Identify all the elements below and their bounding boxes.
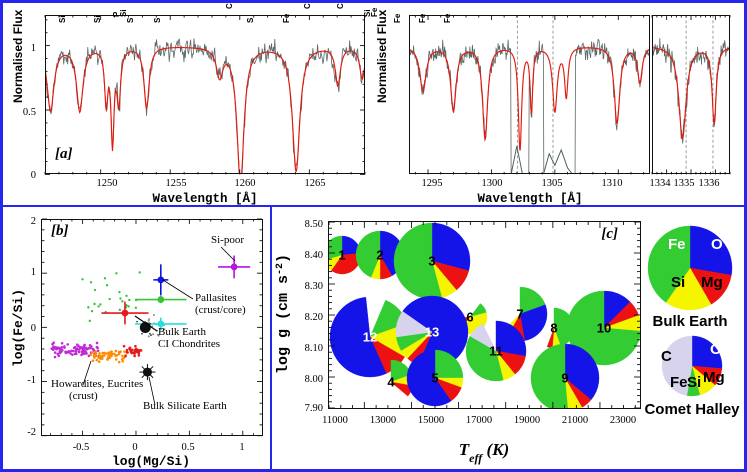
svg-text:O: O — [710, 341, 722, 358]
svg-text:Mg: Mg — [701, 274, 723, 291]
svg-text:Fe: Fe — [670, 374, 688, 391]
svg-text:Comet Halley: Comet Halley — [644, 401, 740, 418]
svg-text:Fe: Fe — [668, 236, 686, 253]
svg-text:Mg: Mg — [703, 369, 725, 386]
svg-text:Bulk Earth: Bulk Earth — [652, 313, 727, 330]
svg-text:Si: Si — [687, 374, 701, 391]
svg-text:C: C — [661, 348, 672, 365]
svg-text:Si: Si — [671, 274, 685, 291]
svg-text:O: O — [711, 236, 723, 253]
